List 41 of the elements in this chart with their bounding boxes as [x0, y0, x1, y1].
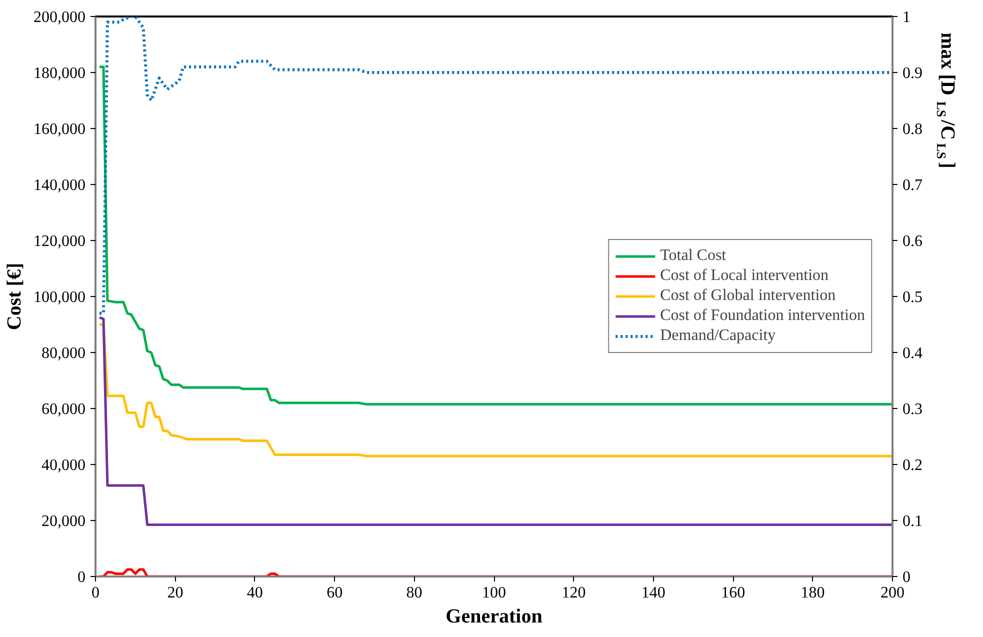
y2-tick-label: 1: [902, 9, 910, 26]
y-tick-label: 20,000: [42, 513, 86, 530]
y-tick-label: 140,000: [34, 177, 86, 194]
y-tick-label: 60,000: [42, 401, 86, 418]
y-axis-title: Cost [€]: [4, 262, 26, 330]
y2-axis-title: max [DLS/CLS]: [934, 32, 958, 168]
y-tick-label: 160,000: [34, 121, 86, 138]
x-tick-label: 20: [167, 584, 184, 602]
y2-tick-label: 0.4: [902, 345, 922, 362]
y2-tick-label: 0.9: [902, 65, 922, 82]
y-tick-label: 200,000: [34, 9, 86, 26]
x-tick-label: 0: [92, 584, 100, 602]
x-tick-label: 180: [800, 584, 825, 602]
x-axis-title: Generation: [446, 606, 542, 628]
x-tick-label: 140: [641, 584, 666, 602]
y-tick-label: 180,000: [34, 65, 86, 82]
y-tick-label: 120,000: [34, 233, 86, 250]
x-tick-label: 80: [406, 584, 422, 602]
x-tick-label: 120: [562, 584, 586, 602]
y-tick-label: 0: [78, 569, 86, 586]
y2-tick-label: 0.6: [902, 233, 922, 250]
y2-tick-label: 0.1: [902, 513, 922, 530]
legend-label: Cost of Global intervention: [660, 287, 836, 305]
y2-tick-label: 0: [902, 569, 910, 586]
y2-tick-label: 0.2: [902, 457, 922, 474]
legend-label: Demand/Capacity: [660, 327, 776, 345]
x-tick-label: 40: [246, 584, 263, 602]
y-tick-label: 80,000: [42, 345, 86, 362]
y2-tick-label: 0.8: [902, 121, 922, 138]
x-tick-label: 100: [482, 584, 506, 602]
legend-label: Cost of Local intervention: [660, 267, 829, 285]
legend-label: Total Cost: [660, 247, 726, 265]
y-tick-label: 40,000: [42, 457, 86, 474]
y-tick-label: 100,000: [34, 289, 86, 306]
x-tick-label: 200: [880, 584, 904, 602]
y2-tick-label: 0.7: [902, 177, 922, 194]
y2-tick-label: 0.5: [902, 289, 922, 306]
x-tick-label: 160: [721, 584, 746, 602]
x-tick-label: 60: [326, 584, 343, 602]
legend-label: Cost of Foundation intervention: [660, 307, 865, 325]
y2-tick-label: 0.3: [902, 401, 922, 418]
